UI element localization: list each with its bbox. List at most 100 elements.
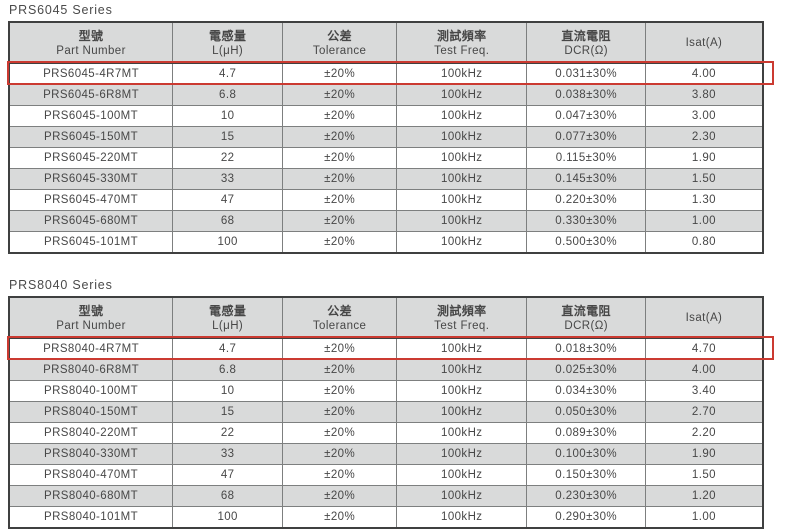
cell-part-number: PRS6045-101MT (8, 231, 174, 254)
cell-isat: 1.20 (644, 485, 764, 507)
cell-part-number: PRS6045-150MT (8, 126, 174, 148)
column-header-zh: 測試頻率 (436, 29, 487, 43)
column-header-en: Tolerance (312, 320, 367, 332)
column-header-zh: 電感量 (209, 29, 247, 43)
cell-part-number: PRS6045-220MT (8, 147, 174, 169)
table-row: PRS8040-330MT 33 ±20% 100kHz 0.100±30% 1.90 (8, 443, 764, 465)
cell-tolerance: ±20% (282, 422, 398, 444)
column-header-dcr: 直流電阻 DCR(Ω) (526, 21, 646, 64)
column-header-part-number: 型號 Part Number (8, 296, 174, 339)
column-header-zh: 直流電阻 (561, 29, 611, 43)
column-header-en: Test Freq. (434, 45, 490, 57)
cell-part-number: PRS8040-100MT (8, 380, 174, 402)
cell-test-freq: 100kHz (396, 422, 528, 444)
column-header-zh: 測試頻率 (436, 304, 487, 318)
cell-test-freq: 100kHz (396, 189, 528, 211)
table-row: PRS8040-100MT 10 ±20% 100kHz 0.034±30% 3.40 (8, 380, 764, 402)
column-header-zh: 直流電阻 (561, 304, 611, 318)
cell-inductance: 6.8 (172, 359, 284, 381)
cell-isat: 4.00 (644, 63, 764, 85)
header-row: 型號 Part Number 電感量 L(μH) 公差 Tolerance 測試頻率 Test… (8, 296, 764, 339)
cell-part-number: PRS8040-6R8MT (8, 359, 174, 381)
table-row: PRS6045-470MT 47 ±20% 100kHz 0.220±30% 1.30 (8, 189, 764, 211)
cell-test-freq: 100kHz (396, 231, 528, 254)
cell-isat: 1.50 (644, 168, 764, 190)
column-header-zh: 電感量 (209, 304, 247, 318)
cell-part-number: PRS6045-330MT (8, 168, 174, 190)
spec-table-wrap-prs8040: 型號 Part Number 電感量 L(μH) 公差 Tolerance 測試頻率 Test… (7, 296, 774, 529)
cell-dcr: 0.050±30% (526, 401, 646, 423)
column-header-part-number: 型號 Part Number (8, 21, 174, 64)
cell-dcr: 0.031±30% (526, 63, 646, 85)
cell-inductance: 100 (172, 231, 284, 254)
cell-tolerance: ±20% (282, 464, 398, 486)
column-header-en: Part Number (56, 320, 126, 332)
column-header-zh: 公差 (327, 304, 353, 318)
cell-dcr: 0.047±30% (526, 105, 646, 127)
column-header-test-freq: 測試頻率 Test Freq. (396, 21, 528, 64)
cell-isat: 2.20 (644, 422, 764, 444)
table-row: PRS8040-6R8MT 6.8 ±20% 100kHz 0.025±30% 4.00 (8, 359, 764, 381)
cell-part-number: PRS8040-150MT (8, 401, 174, 423)
cell-test-freq: 100kHz (396, 464, 528, 486)
header-row: 型號 Part Number 電感量 L(μH) 公差 Tolerance 測試頻率 Test… (8, 21, 764, 64)
cell-part-number: PRS6045-680MT (8, 210, 174, 232)
cell-inductance: 4.7 (172, 63, 284, 85)
table-row: PRS6045-220MT 22 ±20% 100kHz 0.115±30% 1.90 (8, 147, 764, 169)
column-header-tolerance: 公差 Tolerance (282, 296, 398, 339)
table-row-highlighted: PRS6045-4R7MT 4.7 ±20% 100kHz 0.031±30% 4.00 (8, 63, 764, 85)
column-header-inductance: 電感量 L(μH) (172, 21, 284, 64)
table-row: PRS6045-150MT 15 ±20% 100kHz 0.077±30% 2.30 (8, 126, 764, 148)
column-header-en: Tolerance (312, 45, 367, 57)
series-title-prs6045: PRS6045 Series (9, 3, 113, 17)
cell-inductance: 22 (172, 147, 284, 169)
cell-dcr: 0.145±30% (526, 168, 646, 190)
cell-inductance: 68 (172, 210, 284, 232)
cell-dcr: 0.500±30% (526, 231, 646, 254)
cell-inductance: 15 (172, 126, 284, 148)
spec-table-prs6045: 型號 Part Number 電感量 L(μH) 公差 Tolerance 測試頻率 Test… (8, 21, 764, 254)
cell-inductance: 68 (172, 485, 284, 507)
cell-inductance: 4.7 (172, 338, 284, 360)
cell-dcr: 0.100±30% (526, 443, 646, 465)
table-row: PRS6045-100MT 10 ±20% 100kHz 0.047±30% 3.00 (8, 105, 764, 127)
table-row: PRS8040-220MT 22 ±20% 100kHz 0.089±30% 2.20 (8, 422, 764, 444)
column-header-isat: Isat(A) (644, 21, 764, 64)
cell-dcr: 0.089±30% (526, 422, 646, 444)
column-header-en: Test Freq. (434, 320, 490, 332)
table-row: PRS8040-150MT 15 ±20% 100kHz 0.050±30% 2.70 (8, 401, 764, 423)
cell-part-number: PRS6045-100MT (8, 105, 174, 127)
cell-tolerance: ±20% (282, 105, 398, 127)
column-header-en: Isat(A) (685, 37, 723, 49)
cell-tolerance: ±20% (282, 84, 398, 106)
cell-test-freq: 100kHz (396, 485, 528, 507)
cell-tolerance: ±20% (282, 401, 398, 423)
cell-isat: 4.00 (644, 359, 764, 381)
cell-dcr: 0.025±30% (526, 359, 646, 381)
cell-test-freq: 100kHz (396, 84, 528, 106)
cell-part-number: PRS8040-330MT (8, 443, 174, 465)
cell-dcr: 0.115±30% (526, 147, 646, 169)
column-header-isat: Isat(A) (644, 296, 764, 339)
cell-inductance: 6.8 (172, 84, 284, 106)
column-header-en: L(μH) (212, 320, 244, 332)
cell-test-freq: 100kHz (396, 147, 528, 169)
column-header-en: L(μH) (212, 45, 244, 57)
cell-tolerance: ±20% (282, 126, 398, 148)
cell-part-number: PRS8040-220MT (8, 422, 174, 444)
cell-tolerance: ±20% (282, 210, 398, 232)
cell-isat: 2.30 (644, 126, 764, 148)
table-row-highlighted: PRS8040-4R7MT 4.7 ±20% 100kHz 0.018±30% 4.70 (8, 338, 764, 360)
cell-tolerance: ±20% (282, 359, 398, 381)
cell-dcr: 0.018±30% (526, 338, 646, 360)
cell-isat: 1.00 (644, 210, 764, 232)
cell-inductance: 15 (172, 401, 284, 423)
cell-tolerance: ±20% (282, 231, 398, 254)
series-section-prs8040: PRS8040 Series 型號 Part Number 電感量 L(μH) 公差 To… (7, 278, 793, 529)
cell-tolerance: ±20% (282, 63, 398, 85)
table-row: PRS6045-330MT 33 ±20% 100kHz 0.145±30% 1.50 (8, 168, 764, 190)
series-section-prs6045: PRS6045 Series 型號 Part Number 電感量 L(μH) 公差 To… (7, 3, 793, 254)
column-header-test-freq: 測試頻率 Test Freq. (396, 296, 528, 339)
cell-isat: 0.80 (644, 231, 764, 254)
